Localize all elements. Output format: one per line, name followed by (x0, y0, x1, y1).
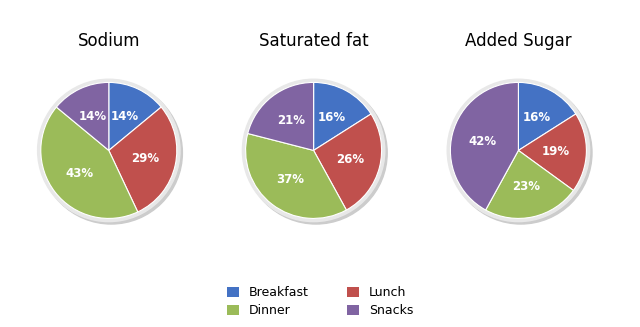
Wedge shape (246, 133, 346, 218)
Text: 21%: 21% (276, 114, 305, 128)
Wedge shape (109, 107, 177, 212)
Legend: Breakfast, Dinner, Lunch, Snacks: Breakfast, Dinner, Lunch, Snacks (227, 286, 413, 318)
Wedge shape (314, 114, 381, 210)
Wedge shape (486, 150, 573, 218)
Wedge shape (518, 114, 586, 190)
Text: 37%: 37% (276, 173, 305, 186)
Text: 42%: 42% (468, 135, 496, 147)
Text: 14%: 14% (79, 110, 107, 123)
Text: 43%: 43% (65, 167, 93, 180)
Title: Added Sugar: Added Sugar (465, 32, 572, 50)
Title: Sodium: Sodium (77, 32, 140, 50)
Wedge shape (109, 82, 161, 150)
Wedge shape (451, 82, 518, 210)
Title: Saturated fat: Saturated fat (259, 32, 369, 50)
Wedge shape (248, 82, 314, 150)
Wedge shape (518, 82, 576, 150)
Wedge shape (314, 82, 371, 150)
Circle shape (38, 79, 180, 222)
Wedge shape (56, 82, 109, 150)
Text: 16%: 16% (522, 111, 550, 124)
Text: 29%: 29% (131, 152, 159, 165)
Circle shape (245, 82, 387, 224)
Text: 19%: 19% (541, 145, 570, 158)
Wedge shape (41, 107, 138, 218)
Text: 26%: 26% (336, 153, 364, 166)
Text: 16%: 16% (317, 111, 346, 124)
Circle shape (243, 79, 385, 222)
Text: 14%: 14% (111, 110, 139, 123)
Circle shape (447, 79, 589, 222)
Text: 23%: 23% (513, 181, 541, 193)
Circle shape (40, 82, 182, 224)
Circle shape (449, 82, 592, 224)
